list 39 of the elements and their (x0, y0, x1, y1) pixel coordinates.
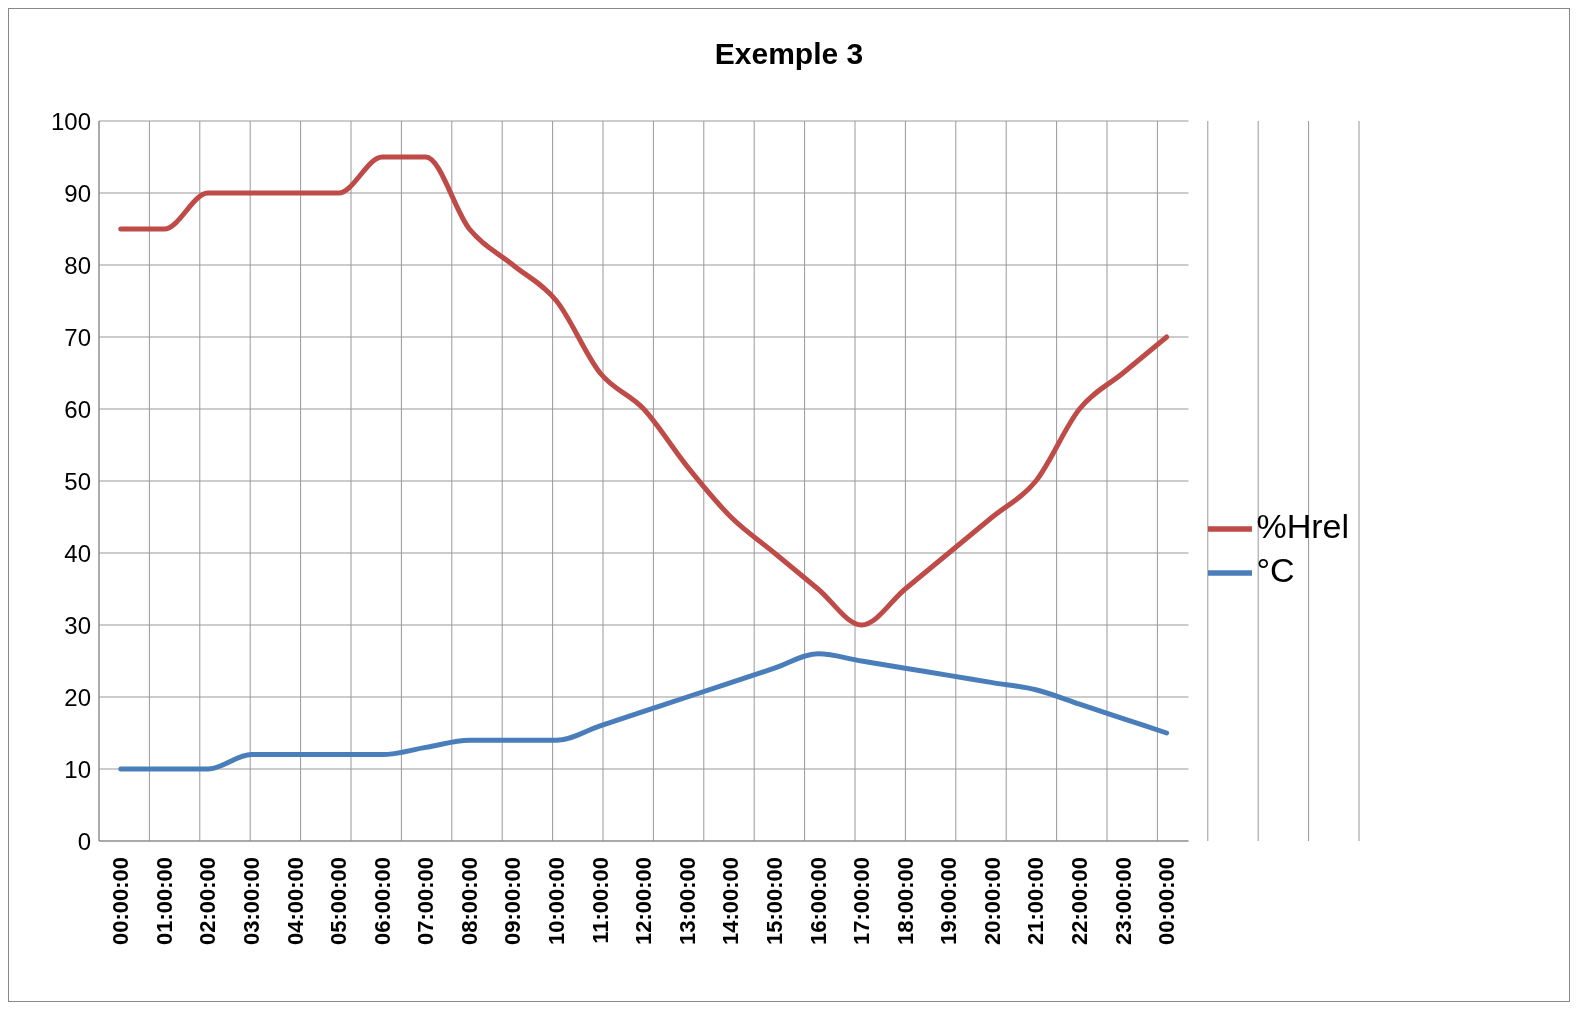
x-tick-label: 12:00:00 (631, 857, 657, 946)
x-tick-label: 22:00:00 (1066, 857, 1092, 946)
y-tick-label: 20 (64, 683, 91, 711)
legend-label: °C (1256, 551, 1295, 589)
y-tick-label: 70 (64, 323, 91, 351)
x-tick-label: 23:00:00 (1110, 857, 1136, 946)
x-tick-label: 19:00:00 (936, 857, 962, 946)
y-tick-label: 50 (64, 467, 91, 495)
x-tick-label: 18:00:00 (892, 857, 918, 946)
x-tick-label: 01:00:00 (151, 857, 177, 946)
y-tick-label: 10 (64, 755, 91, 783)
x-tick-label: 14:00:00 (718, 857, 744, 946)
y-tick-label: 90 (64, 179, 91, 207)
x-tick-label: 16:00:00 (805, 857, 831, 946)
y-tick-label: 40 (64, 539, 91, 567)
x-tick-label: 21:00:00 (1023, 857, 1049, 946)
x-tick-label: 04:00:00 (282, 857, 308, 946)
x-tick-label: 05:00:00 (326, 857, 352, 946)
x-tick-label: 13:00:00 (674, 857, 700, 946)
x-tick-label: 07:00:00 (413, 857, 439, 946)
legend-label: %Hrel (1256, 506, 1349, 545)
y-tick-label: 60 (64, 395, 91, 423)
x-tick-label: 00:00:00 (108, 857, 134, 946)
x-tick-label: 08:00:00 (456, 857, 482, 946)
x-tick-label: 03:00:00 (239, 857, 265, 946)
x-tick-label: 20:00:00 (979, 857, 1005, 946)
x-tick-label: 06:00:00 (369, 857, 395, 946)
y-tick-label: 30 (64, 611, 91, 639)
y-tick-label: 0 (77, 827, 91, 855)
x-tick-label: 00:00:00 (1154, 857, 1180, 946)
x-tick-label: 15:00:00 (761, 857, 787, 946)
x-tick-label: 11:00:00 (587, 857, 613, 944)
x-tick-label: 17:00:00 (849, 857, 875, 946)
x-tick-label: 10:00:00 (544, 857, 570, 946)
chart-title: Exemple 3 (713, 36, 865, 72)
y-tick-label: 100 (50, 107, 91, 135)
y-tick-label: 80 (64, 251, 91, 279)
x-tick-label: 02:00:00 (195, 857, 221, 946)
x-tick-label: 09:00:00 (500, 857, 526, 946)
